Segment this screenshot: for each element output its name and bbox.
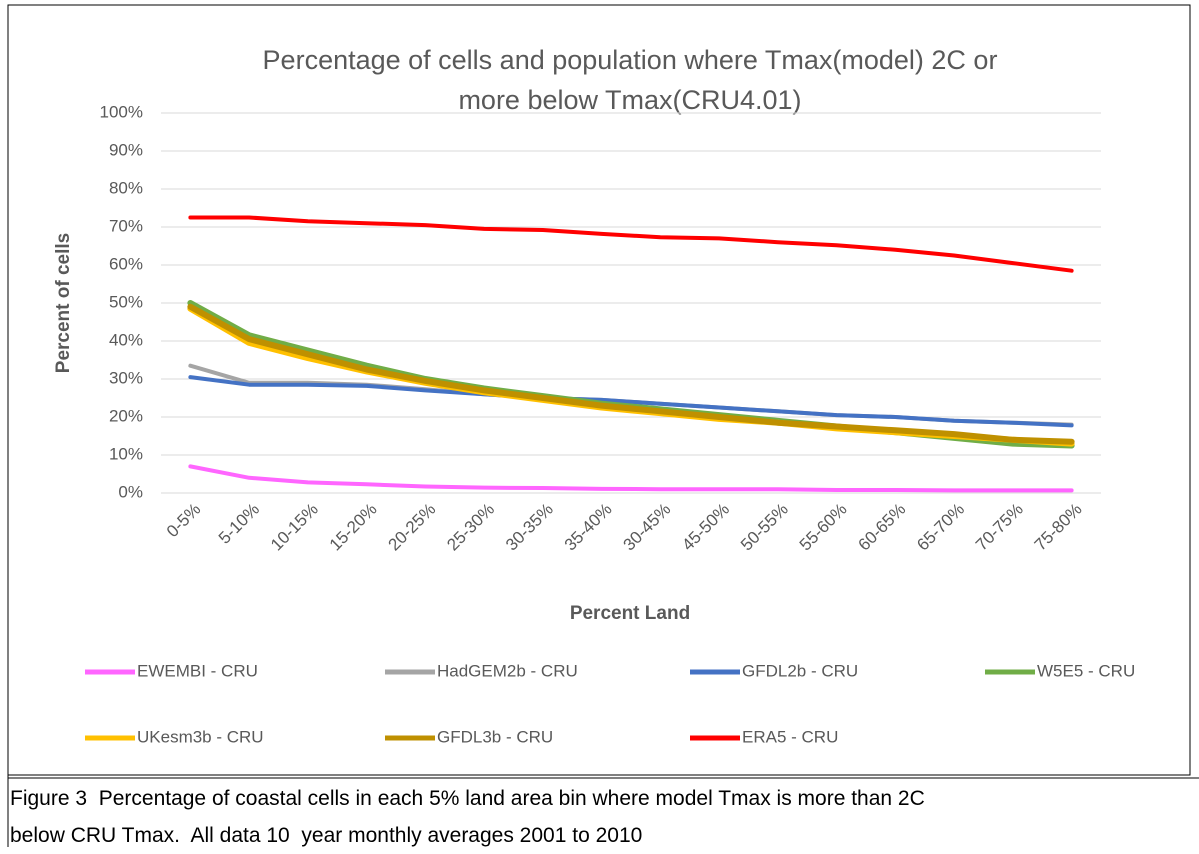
y-tick-label: 50% (109, 292, 143, 311)
legend-label: W5E5 - CRU (1037, 661, 1135, 680)
x-tick-label: 60-65% (854, 500, 909, 555)
x-tick-label: 15-20% (326, 500, 381, 555)
x-tick-label: 35-40% (561, 500, 616, 555)
x-tick-label: 65-70% (913, 500, 968, 555)
legend-label: UKesm3b - CRU (137, 727, 264, 746)
x-tick-label: 25-30% (443, 500, 498, 555)
x-tick-label: 30-45% (619, 500, 674, 555)
y-tick-label: 10% (109, 444, 143, 463)
y-tick-label: 40% (109, 330, 143, 349)
x-tick-label: 20-25% (384, 500, 439, 555)
y-tick-label: 20% (109, 406, 143, 425)
y-tick-label: 100% (100, 102, 143, 121)
y-tick-label: 70% (109, 216, 143, 235)
chart-frame (7, 4, 1191, 776)
caption: Figure 3 Percentage of coastal cells in … (10, 780, 1190, 854)
series-line (188, 363, 1074, 427)
x-tick-label: 70-75% (972, 500, 1027, 555)
chart-title: more below Tmax(CRU4.01) (458, 85, 801, 115)
chart-title: Percentage of cells and population where… (263, 45, 998, 75)
y-tick-label: 80% (109, 178, 143, 197)
legend-label: HadGEM2b - CRU (437, 661, 578, 680)
y-tick-label: 60% (109, 254, 143, 273)
caption-line: Figure 3 Percentage of coastal cells in … (10, 787, 925, 810)
legend-label: ERA5 - CRU (742, 727, 838, 746)
y-axis-label: Percent of cells (53, 233, 74, 373)
series-line (187, 305, 1075, 447)
series-line (187, 300, 1075, 449)
x-tick-label: 55-60% (796, 500, 851, 555)
series-line (188, 464, 1074, 493)
y-tick-label: 0% (118, 482, 143, 501)
legend-label: EWEMBI - CRU (137, 661, 258, 680)
x-tick-label: 50-55% (737, 500, 792, 555)
y-tick-label: 30% (109, 368, 143, 387)
x-tick-label: 75-80% (1031, 500, 1086, 555)
x-tick-label: 5-10% (215, 500, 263, 548)
x-axis-label: Percent Land (570, 603, 690, 624)
x-tick-label: 45-50% (678, 500, 733, 555)
x-tick-label: 10-15% (267, 500, 322, 555)
legend-label: GFDL2b - CRU (742, 661, 858, 680)
caption-line: below CRU Tmax. All data 10 year monthly… (10, 824, 643, 847)
y-tick-label: 90% (109, 140, 143, 159)
x-tick-label: 30-35% (502, 500, 557, 555)
legend-label: GFDL3b - CRU (437, 727, 553, 746)
series-line (187, 303, 1075, 445)
series-line (188, 215, 1074, 273)
x-tick-label: 0-5% (163, 500, 204, 541)
series-line (188, 375, 1074, 428)
